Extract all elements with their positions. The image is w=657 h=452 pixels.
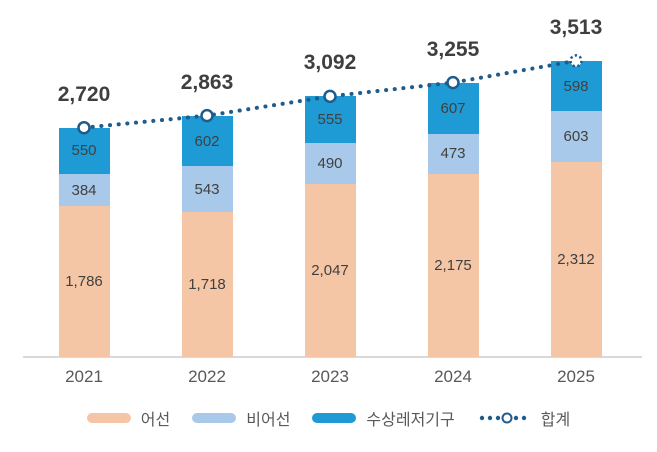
legend-swatch-fishing-boat [86, 413, 131, 423]
bar-segment: 598 [550, 60, 602, 112]
x-axis-tick-label: 2023 [311, 367, 349, 386]
bar-segment: 473 [427, 133, 479, 174]
bar-segment: 1,718 [181, 212, 233, 357]
legend-label-water-leisure: 수상레저기구 [366, 412, 455, 429]
total-label: 3,513 [549, 15, 603, 39]
bar-segment: 1,786 [58, 206, 110, 357]
bar-segment: 607 [427, 82, 479, 134]
total-label: 2,720 [57, 82, 111, 106]
bar-segment: 555 [304, 96, 356, 144]
legend-item-water-leisure: 수상레저기구 [312, 406, 455, 430]
total-label: 3,092 [303, 51, 357, 75]
x-axis-tick-label: 2022 [188, 367, 226, 386]
bar-segment: 2,047 [304, 184, 356, 357]
x-axis-tick-label: 2025 [557, 367, 595, 386]
bar-segment: 490 [304, 143, 356, 185]
total-label: 3,255 [426, 37, 480, 61]
legend-swatch-water-leisure [312, 413, 357, 423]
bar-segment: 603 [550, 111, 602, 163]
bar-segment: 602 [181, 115, 233, 167]
total-label: 2,863 [180, 70, 234, 94]
x-axis-tick-label: 2021 [65, 367, 103, 386]
legend-label-fishing-boat: 어선 [140, 412, 171, 429]
bar-segment: 2,312 [550, 162, 602, 357]
legend-swatch-non-fishing-boat [192, 413, 237, 423]
legend: 어선 비어선 수상레저기구 합계 [0, 406, 657, 430]
bar-segment: 2,175 [427, 173, 479, 357]
legend-item-non-fishing-boat: 비어선 [192, 406, 290, 430]
dotted-line-marker-icon [479, 412, 526, 424]
legend-label-non-fishing-boat: 비어선 [246, 412, 291, 429]
legend-label-total: 합계 [540, 412, 571, 429]
bar-segment: 550 [58, 127, 110, 175]
legend-item-fishing-boat: 어선 [86, 406, 171, 430]
bar-segment: 543 [181, 166, 233, 213]
legend-item-total: 합계 [477, 406, 570, 430]
x-axis-tick-label: 2024 [434, 367, 472, 386]
x-axis-line [23, 356, 642, 358]
bar-segment: 384 [58, 174, 110, 207]
